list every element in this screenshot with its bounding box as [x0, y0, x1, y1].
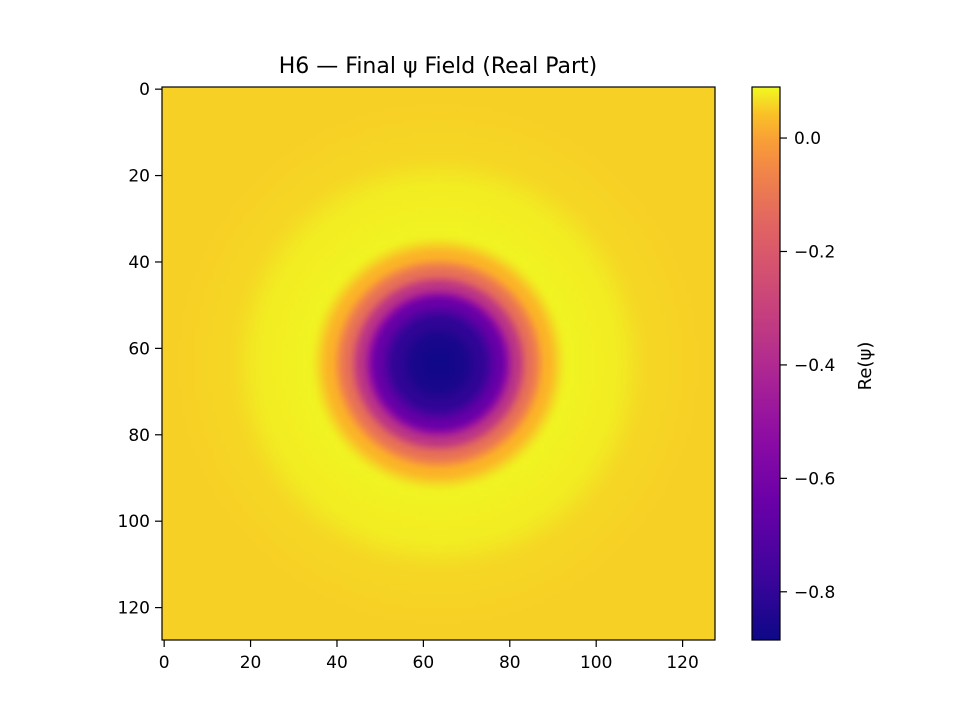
y-tick-label: 20 — [128, 167, 150, 187]
colorbar-gradient — [752, 87, 780, 640]
colorbar: 0.0 −0.2 −0.4 −0.6 −0.8 Re(ψ) — [751, 86, 876, 641]
x-tick-label: 120 — [666, 653, 698, 673]
y-tick-label: 100 — [118, 512, 150, 532]
plot-frame — [161, 86, 716, 641]
x-tick-label: 60 — [413, 653, 435, 673]
colorbar-tick-label: −0.2 — [794, 242, 835, 262]
colorbar-label: Re(ψ) — [855, 342, 876, 391]
x-tick-label: 80 — [499, 653, 521, 673]
y-axis: 0 20 40 60 80 100 120 — [118, 80, 162, 619]
x-axis: 0 20 40 60 80 100 120 — [159, 640, 699, 673]
y-tick-label: 60 — [128, 339, 150, 359]
colorbar-ticks: 0.0 −0.2 −0.4 −0.6 −0.8 — [780, 129, 835, 603]
y-tick-label: 80 — [128, 426, 150, 446]
colorbar-frame — [751, 86, 781, 641]
y-tick-label: 120 — [118, 599, 150, 619]
y-tick-label: 40 — [128, 253, 150, 273]
x-tick-label: 20 — [240, 653, 262, 673]
y-tick-label: 0 — [139, 80, 150, 100]
x-tick-label: 40 — [326, 653, 348, 673]
colorbar-tick-label: 0.0 — [794, 129, 821, 149]
chart-title: H6 — Final ψ Field (Real Part) — [279, 54, 598, 79]
heatmap-plot — [161, 86, 716, 641]
colorbar-tick-label: −0.6 — [794, 469, 835, 489]
heatmap-image — [162, 87, 715, 640]
x-tick-label: 0 — [159, 653, 170, 673]
colorbar-tick-label: −0.8 — [794, 583, 835, 603]
colorbar-tick-label: −0.4 — [794, 356, 835, 376]
x-tick-label: 100 — [580, 653, 612, 673]
